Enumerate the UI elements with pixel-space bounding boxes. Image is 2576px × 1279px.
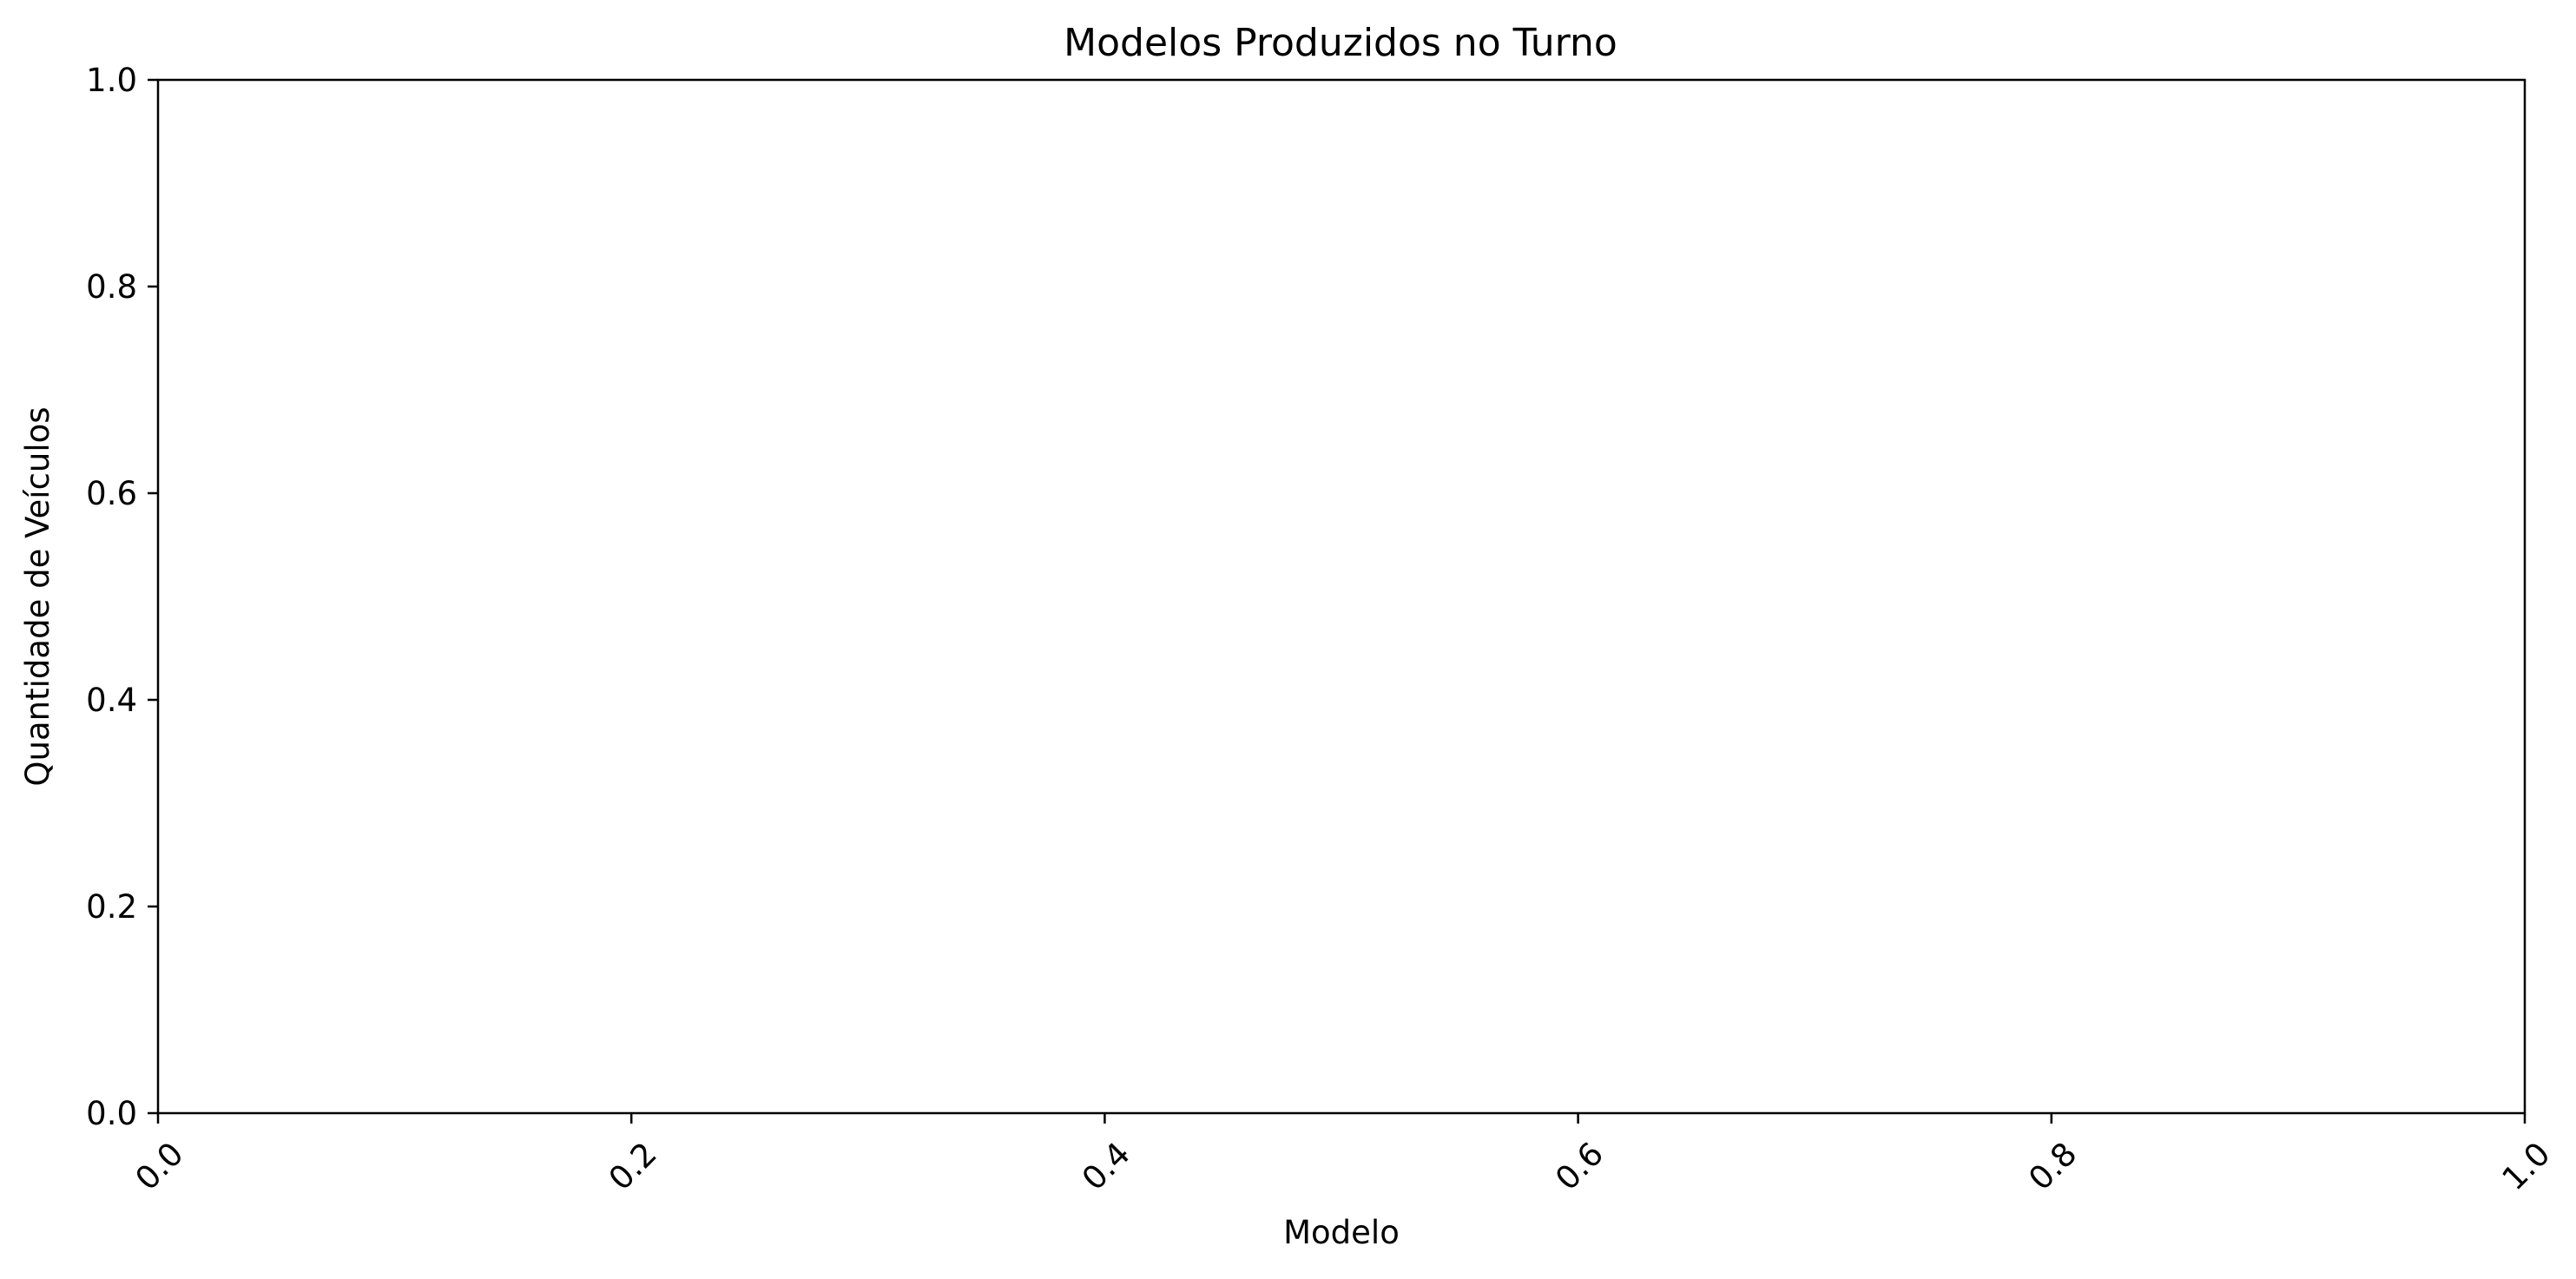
plot-area: [158, 80, 2525, 1113]
y-tick-label: 0.6: [86, 475, 137, 512]
chart-title: Modelos Produzidos no Turno: [1064, 21, 1617, 65]
plot-frame: [156, 78, 2527, 1115]
y-axis-ticks: 0.0 0.2 0.4 0.6 0.8 1.0: [86, 62, 158, 1132]
y-tick-label: 1.0: [86, 62, 137, 99]
y-tick-label: 0.0: [86, 1095, 137, 1132]
x-axis-label: Modelo: [1283, 1214, 1400, 1251]
y-tick-label: 0.2: [86, 888, 137, 926]
y-tick-label: 0.8: [86, 268, 137, 306]
y-axis-label: Quantidade de Veículos: [19, 406, 56, 786]
y-tick-label: 0.4: [86, 682, 137, 719]
